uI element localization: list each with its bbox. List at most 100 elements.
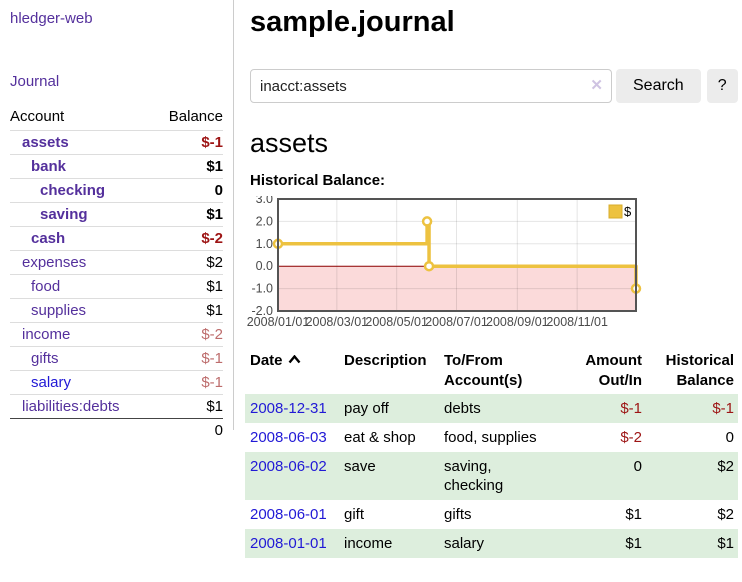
search-button[interactable]: Search bbox=[616, 69, 701, 103]
svg-text:2008/11/01: 2008/11/01 bbox=[546, 315, 608, 329]
account-link-salary[interactable]: salary bbox=[31, 374, 72, 391]
account-balance: $1 bbox=[152, 298, 223, 323]
account-link-income[interactable]: income bbox=[22, 326, 71, 343]
account-link-saving[interactable]: saving bbox=[40, 206, 88, 223]
account-balance: $2 bbox=[152, 250, 223, 275]
account-row: supplies $1 bbox=[10, 298, 223, 323]
transaction-row: 2008-06-02 save saving, checking 0 $2 bbox=[245, 452, 738, 500]
chart-heading: Historical Balance: bbox=[250, 172, 386, 189]
brand-link[interactable]: hledger-web bbox=[10, 10, 93, 27]
account-link-bank[interactable]: bank bbox=[31, 158, 67, 175]
account-balance: $1 bbox=[152, 274, 223, 299]
svg-text:3.0: 3.0 bbox=[256, 196, 273, 206]
account-balance: $1 bbox=[152, 394, 223, 419]
svg-text:2008/09/01: 2008/09/01 bbox=[486, 315, 549, 329]
sort-ascending-icon bbox=[288, 355, 300, 364]
account-row: bank $1 bbox=[10, 154, 223, 179]
account-row: saving $1 bbox=[10, 202, 223, 227]
accounts-header-balance: Balance bbox=[168, 108, 223, 125]
transaction-balance: $1 bbox=[717, 535, 734, 552]
account-link-cash[interactable]: cash bbox=[31, 230, 66, 247]
account-row: expenses $2 bbox=[10, 250, 223, 275]
main-content: sample.journal ✕ Search ? assets Histori… bbox=[245, 0, 738, 558]
legend-swatch bbox=[608, 204, 623, 219]
register-tbody: 2008-12-31 pay off debts $-1 $-1 2008-06-03 ea… bbox=[245, 394, 738, 558]
account-row: food $1 bbox=[10, 274, 223, 299]
clear-search-icon[interactable]: ✕ bbox=[590, 77, 603, 94]
account-row: salary $-1 bbox=[10, 370, 223, 395]
transaction-row: 2008-12-31 pay off debts $-1 $-1 bbox=[245, 394, 738, 423]
account-row: income $-2 bbox=[10, 322, 223, 347]
transaction-description: eat & shop bbox=[344, 429, 416, 446]
svg-text:2008/07/01: 2008/07/01 bbox=[425, 315, 488, 329]
transaction-accounts: gifts bbox=[444, 506, 472, 523]
account-balance: $-2 bbox=[152, 322, 223, 347]
transaction-date-link[interactable]: 2008-01-01 bbox=[250, 535, 327, 552]
transaction-accounts: saving, checking bbox=[444, 458, 504, 494]
account-balance: $1 bbox=[152, 154, 223, 179]
accounts-total-value: 0 bbox=[152, 418, 223, 442]
register-header-account: To/From Account(s) bbox=[444, 352, 523, 389]
register-table: Date Description To/From Account(s) Amou… bbox=[245, 348, 738, 558]
transaction-date-link[interactable]: 2008-06-02 bbox=[250, 458, 327, 475]
transaction-row: 2008-06-03 eat & shop food, supplies $-2 0 bbox=[245, 423, 738, 452]
accounts-table: Account Balance assets $-1 bank $1 checking 0… bbox=[10, 104, 223, 442]
account-balance: $-1 bbox=[152, 370, 223, 395]
transaction-description: income bbox=[344, 535, 393, 552]
transaction-description: save bbox=[344, 458, 376, 475]
transaction-accounts: salary bbox=[444, 535, 485, 552]
account-link-assets[interactable]: assets bbox=[22, 134, 69, 151]
register-header-amount: Amount Out/In bbox=[585, 352, 642, 389]
account-link-supplies[interactable]: supplies bbox=[31, 302, 87, 319]
account-heading: assets bbox=[250, 128, 329, 158]
transaction-balance: $2 bbox=[717, 458, 734, 475]
transaction-amount: $1 bbox=[625, 535, 642, 552]
svg-text:-1.0: -1.0 bbox=[251, 282, 273, 296]
account-link-checking[interactable]: checking bbox=[40, 182, 106, 199]
account-balance: $-1 bbox=[152, 130, 223, 155]
account-balance: $-2 bbox=[152, 226, 223, 251]
svg-text:2008/05/01: 2008/05/01 bbox=[365, 315, 428, 329]
account-row: liabilities:debts $1 bbox=[10, 394, 223, 419]
sidebar-item-journal[interactable]: Journal bbox=[10, 73, 60, 90]
account-row: assets $-1 bbox=[10, 130, 223, 155]
transaction-date-link[interactable]: 2008-06-03 bbox=[250, 429, 327, 446]
transaction-date-link[interactable]: 2008-06-01 bbox=[250, 506, 327, 523]
transaction-accounts: debts bbox=[444, 400, 481, 417]
svg-text:2008/01/01: 2008/01/01 bbox=[247, 315, 310, 329]
accounts-tbody: assets $-1 bank $1 checking 0 saving $1 cash $-2 e… bbox=[10, 130, 223, 419]
register-header-description: Description bbox=[344, 352, 427, 369]
account-row: gifts $-1 bbox=[10, 346, 223, 371]
transaction-description: pay off bbox=[344, 400, 389, 417]
help-button[interactable]: ? bbox=[706, 69, 738, 103]
page-title: sample.journal bbox=[250, 6, 455, 38]
search-form: ✕ Search ? bbox=[250, 69, 738, 103]
transaction-balance: $2 bbox=[717, 506, 734, 523]
accounts-header-account: Account bbox=[10, 108, 65, 125]
svg-text:2.0: 2.0 bbox=[256, 214, 273, 228]
transaction-accounts: food, supplies bbox=[444, 429, 537, 446]
transaction-row: 2008-06-01 gift gifts $1 $2 bbox=[245, 500, 738, 529]
transaction-amount: $1 bbox=[625, 506, 642, 523]
account-link-liabilities-debts[interactable]: liabilities:debts bbox=[22, 398, 120, 415]
account-balance: $1 bbox=[152, 202, 223, 227]
account-link-gifts[interactable]: gifts bbox=[31, 350, 59, 367]
transaction-description: gift bbox=[344, 506, 365, 523]
search-input[interactable] bbox=[250, 69, 612, 103]
account-link-expenses[interactable]: expenses bbox=[22, 254, 87, 271]
register-header-balance: Historical Balance bbox=[665, 352, 734, 389]
transaction-balance: 0 bbox=[725, 429, 734, 446]
transaction-amount: 0 bbox=[633, 458, 642, 475]
account-balance: $-1 bbox=[152, 346, 223, 371]
transaction-date-link[interactable]: 2008-12-31 bbox=[250, 400, 327, 417]
account-row: cash $-2 bbox=[10, 226, 223, 251]
account-balance: 0 bbox=[152, 178, 223, 203]
transaction-balance: $-1 bbox=[712, 400, 734, 417]
legend-label: $ bbox=[624, 204, 632, 219]
transaction-amount: $-2 bbox=[620, 429, 642, 446]
svg-text:2008/03/01: 2008/03/01 bbox=[306, 315, 369, 329]
svg-text:-2.0: -2.0 bbox=[251, 304, 273, 318]
account-link-food[interactable]: food bbox=[31, 278, 61, 295]
sidebar: hledger-web Journal Account Balance asse… bbox=[0, 0, 233, 442]
register-header-date[interactable]: Date bbox=[245, 348, 342, 394]
